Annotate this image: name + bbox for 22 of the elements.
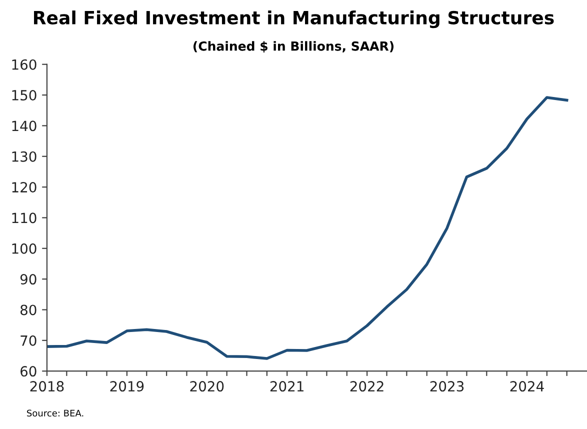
y-tick-label: 70 [20,335,36,346]
chart-subtitle: (Chained $ in Billions, SAAR) [194,41,394,52]
y-tick-label: 90 [20,274,36,285]
y-tick-label: 110 [12,212,36,224]
y-tick-label: 150 [12,90,36,100]
x-tick-label: 2018 [30,381,64,392]
x-tick-label: 2022 [350,381,384,392]
y-tick-label: 100 [12,243,36,254]
x-tick-label: 2019 [110,381,144,392]
x-tick-label: 2023 [430,381,464,392]
x-tick-label: 2021 [270,381,304,392]
y-tick-label: 80 [20,304,36,316]
source-note: Source: BEA. [27,410,84,417]
y-tick-label: 120 [12,182,36,193]
y-tick-label: 140 [12,120,36,132]
chart-title: Real Fixed Investment in Manufacturing Structures [34,10,554,28]
y-tick-label: 60 [20,366,36,377]
y-tick-label: 160 [12,59,36,70]
line-series [46,96,568,360]
x-tick-label: 2020 [190,381,224,392]
x-tick-label: 2024 [510,381,544,392]
y-tick-label: 130 [12,151,36,162]
